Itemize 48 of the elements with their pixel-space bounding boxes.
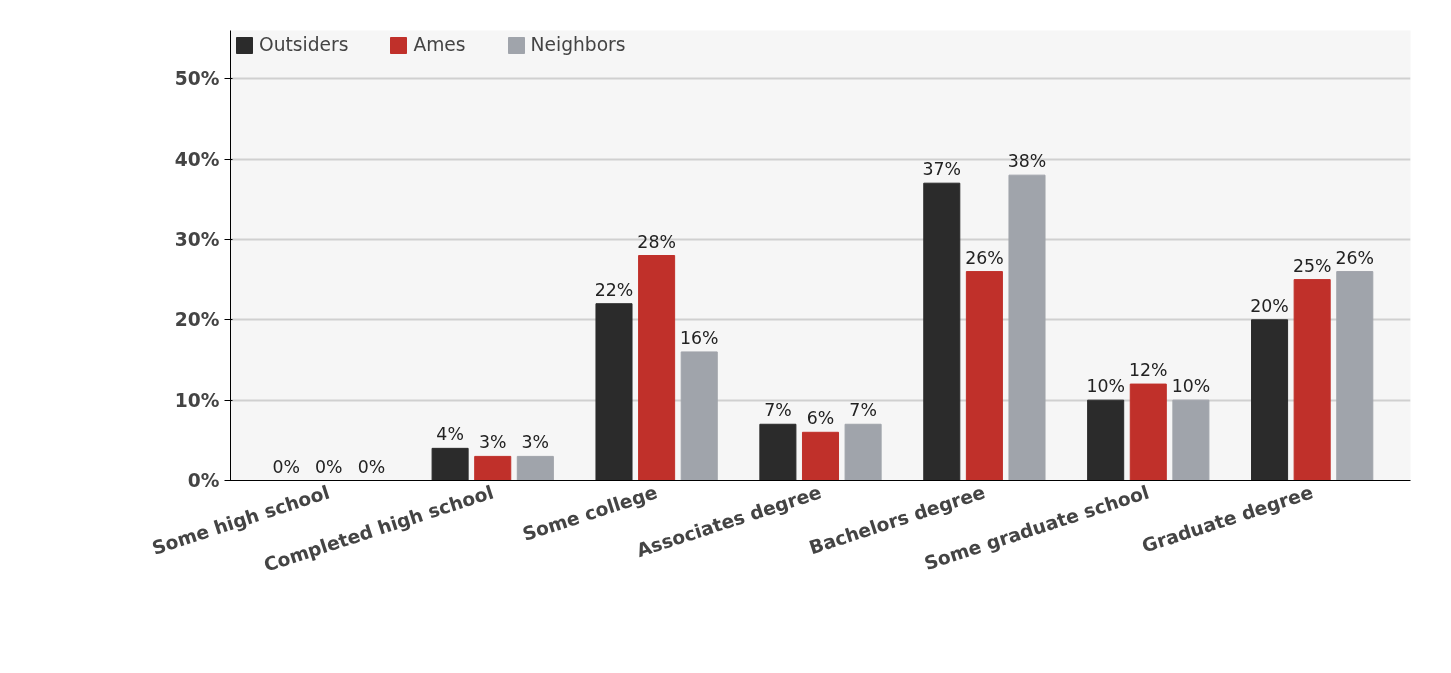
bar [923, 182, 961, 481]
bar [801, 431, 840, 481]
data-label: 26% [965, 247, 1004, 268]
data-label: 37% [922, 159, 962, 180]
bar [431, 447, 469, 481]
legend-label: Neighbors [530, 34, 626, 55]
bar [474, 455, 512, 481]
bar [759, 423, 797, 481]
bar [1008, 174, 1046, 481]
bar [965, 271, 1003, 481]
bar [1251, 319, 1289, 481]
data-label: 10% [1171, 376, 1211, 397]
bar [638, 255, 676, 481]
legend-label: Outsiders [259, 34, 349, 55]
data-label: 20% [1250, 295, 1289, 316]
data-label: 6% [806, 408, 835, 429]
bar [1129, 383, 1167, 481]
bar [516, 455, 554, 481]
data-label: 3% [478, 432, 507, 453]
y-tick-label: 50% [174, 68, 220, 90]
data-label: 4% [436, 424, 464, 445]
y-tick-label: 40% [174, 148, 220, 170]
legend-label: Ames [413, 34, 466, 55]
data-label: 7% [849, 400, 877, 421]
data-label: 0% [272, 456, 300, 477]
data-label: 7% [764, 400, 792, 421]
data-label: 0% [357, 456, 386, 477]
data-label: 28% [637, 231, 676, 252]
data-label: 12% [1129, 360, 1168, 381]
data-label: 10% [1086, 376, 1125, 397]
data-label: 3% [521, 432, 550, 453]
bar [1172, 399, 1210, 481]
bar [595, 303, 633, 481]
y-tick-label: 20% [174, 309, 220, 331]
bar [1293, 279, 1331, 481]
bar [844, 423, 882, 481]
data-label: 25% [1292, 255, 1332, 276]
data-label: 16% [679, 327, 719, 348]
bar [1336, 271, 1374, 481]
y-tick-label: 30% [174, 228, 220, 250]
data-label: 26% [1335, 247, 1375, 268]
y-tick-label: 0% [187, 470, 220, 491]
data-label: 22% [594, 279, 634, 300]
bar [1087, 399, 1125, 481]
bar [680, 351, 718, 481]
y-tick-label: 10% [174, 389, 220, 411]
data-label: 38% [1007, 151, 1047, 172]
data-label: 0% [315, 456, 343, 477]
